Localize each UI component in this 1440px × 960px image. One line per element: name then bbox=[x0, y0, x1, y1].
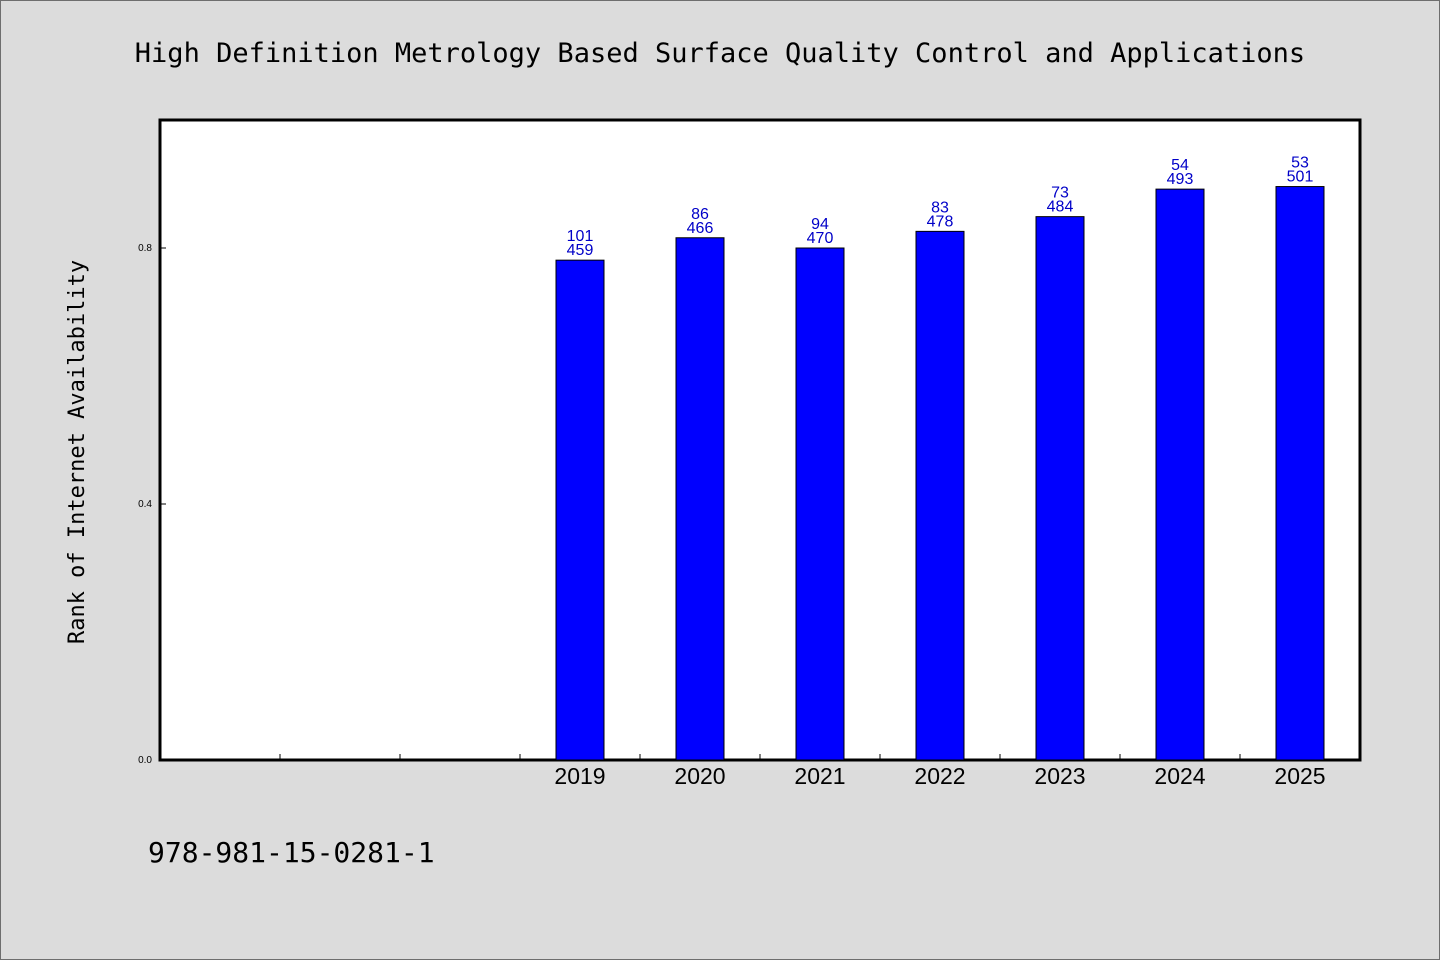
data-label-top: 53 bbox=[1291, 155, 1309, 172]
x-tick-label: 2021 bbox=[794, 763, 845, 789]
data-label-bottom: 493 bbox=[1167, 171, 1194, 188]
isbn-footer: 978-981-15-0281-1 bbox=[148, 836, 435, 869]
y-axis-ticks: 0.0 0.4 0.8 bbox=[138, 243, 166, 766]
x-tick-label: 2023 bbox=[1034, 763, 1085, 789]
bar-2022 bbox=[915, 230, 965, 761]
y-tick-label: 0.8 bbox=[138, 243, 152, 254]
data-label-top: 73 bbox=[1051, 185, 1069, 202]
x-axis-ticks: 2019 2020 2021 2022 2023 2024 2025 bbox=[279, 754, 1326, 789]
bar-2025 bbox=[1275, 186, 1325, 761]
y-tick-label: 0.0 bbox=[138, 755, 152, 766]
bar-2020 bbox=[675, 237, 725, 761]
chart-title: High Definition Metrology Based Surface … bbox=[135, 38, 1305, 69]
x-tick-label: 2024 bbox=[1154, 763, 1205, 789]
data-label-bottom: 459 bbox=[567, 242, 594, 259]
bar-2024 bbox=[1155, 188, 1205, 761]
data-label-top: 94 bbox=[811, 216, 829, 233]
data-label-bottom: 470 bbox=[807, 230, 834, 247]
bar-series bbox=[555, 186, 1325, 761]
data-label-bottom: 478 bbox=[927, 213, 954, 230]
data-label-bottom: 484 bbox=[1047, 199, 1074, 216]
x-tick-label: 2025 bbox=[1274, 763, 1325, 789]
data-label-bottom: 466 bbox=[687, 220, 714, 237]
y-axis-label: Rank of Internet Availability bbox=[65, 260, 90, 644]
data-label-top: 54 bbox=[1171, 157, 1189, 174]
data-label-top: 101 bbox=[567, 228, 594, 245]
x-tick-label: 2022 bbox=[914, 763, 965, 789]
data-label-top: 86 bbox=[691, 206, 709, 223]
data-label-top: 83 bbox=[931, 199, 949, 216]
data-label-bottom: 501 bbox=[1287, 169, 1314, 186]
bar-2023 bbox=[1035, 216, 1085, 761]
y-tick-label: 0.4 bbox=[138, 499, 152, 510]
x-tick-label: 2019 bbox=[554, 763, 605, 789]
x-tick-label: 2020 bbox=[674, 763, 725, 789]
bar-2019 bbox=[555, 259, 605, 761]
bar-2021 bbox=[795, 247, 845, 761]
